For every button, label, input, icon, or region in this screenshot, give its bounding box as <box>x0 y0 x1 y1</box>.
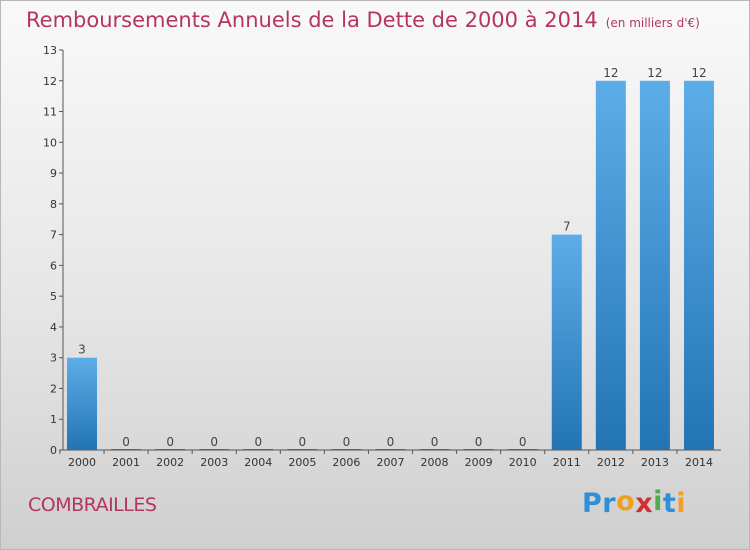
y-tick-label: 10 <box>43 136 57 149</box>
bar <box>595 80 626 451</box>
y-tick-label: 8 <box>50 198 57 211</box>
chart-title: Remboursements Annuels de la Dette de 20… <box>26 8 700 32</box>
x-tick-label: 2000 <box>68 456 96 469</box>
y-tick-label: 1 <box>50 413 57 426</box>
data-label: 0 <box>166 435 174 449</box>
x-tick-label: 2004 <box>244 456 272 469</box>
bar <box>155 449 186 450</box>
y-tick-label: 2 <box>50 382 57 395</box>
unit-label: (en milliers d'€) <box>605 16 700 30</box>
x-tick-label: 2010 <box>509 456 537 469</box>
logo-letter: o <box>616 486 636 517</box>
data-label: 0 <box>254 435 262 449</box>
data-label: 0 <box>299 435 307 449</box>
y-tick-label: 4 <box>50 321 57 334</box>
data-label: 0 <box>475 435 483 449</box>
data-label: 0 <box>519 435 527 449</box>
proxiti-logo: Proxiti <box>582 486 687 519</box>
bar <box>331 449 362 450</box>
x-tick-label: 2012 <box>597 456 625 469</box>
x-tick-label: 2003 <box>200 456 228 469</box>
data-label: 12 <box>691 66 706 80</box>
bar <box>683 80 714 451</box>
x-tick-label: 2009 <box>465 456 493 469</box>
logo-letter: P <box>582 488 603 519</box>
y-tick-label: 12 <box>43 75 57 88</box>
bar <box>419 449 450 450</box>
bar <box>551 234 582 450</box>
x-tick-label: 2013 <box>641 456 669 469</box>
bar <box>67 357 97 450</box>
y-tick-label: 6 <box>50 259 57 272</box>
y-tick-label: 3 <box>50 352 57 365</box>
x-tick-label: 2005 <box>288 456 316 469</box>
bar <box>639 80 670 451</box>
data-label: 12 <box>603 66 618 80</box>
data-label: 0 <box>431 435 439 449</box>
x-tick-label: 2007 <box>376 456 404 469</box>
data-label: 0 <box>122 435 130 449</box>
bar <box>375 449 406 450</box>
labels-group: 2000 3 2001 0 2002 0 2003 0 2004 0 2005 0 2006 0 2007 0… <box>68 66 713 469</box>
bar <box>111 449 142 450</box>
bar <box>199 449 230 450</box>
chart-title-text: Remboursements Annuels de la Dette de 20… <box>26 8 598 32</box>
x-tick-label: 2001 <box>112 456 140 469</box>
bar <box>507 449 538 450</box>
y-tick-label: 5 <box>50 290 57 303</box>
x-tick-label: 2006 <box>332 456 360 469</box>
y-tick-label: 11 <box>43 106 57 119</box>
logo-letter: x <box>635 488 654 519</box>
x-tick-label: 2011 <box>553 456 581 469</box>
bar <box>287 449 318 450</box>
x-tick-label: 2014 <box>685 456 713 469</box>
x-tick-label: 2008 <box>421 456 449 469</box>
data-label: 7 <box>563 220 571 234</box>
place-name: COMBRAILLES <box>28 494 157 516</box>
y-tick-label: 0 <box>50 444 57 457</box>
data-label: 0 <box>343 435 351 449</box>
data-label: 0 <box>210 435 218 449</box>
x-tick-label: 2002 <box>156 456 184 469</box>
logo-letter: r <box>602 488 617 519</box>
y-tick-label: 7 <box>50 229 57 242</box>
data-label: 3 <box>78 343 86 357</box>
y-tick-label: 9 <box>50 167 57 180</box>
logo-letter: t <box>662 488 677 519</box>
logo-letter: i <box>676 488 687 519</box>
data-label: 0 <box>387 435 395 449</box>
y-tick-label: 13 <box>43 44 57 57</box>
logo-letter: i <box>653 486 663 517</box>
data-label: 12 <box>647 66 662 80</box>
bar <box>463 449 494 450</box>
bar <box>243 449 274 450</box>
bars-group <box>67 80 714 451</box>
